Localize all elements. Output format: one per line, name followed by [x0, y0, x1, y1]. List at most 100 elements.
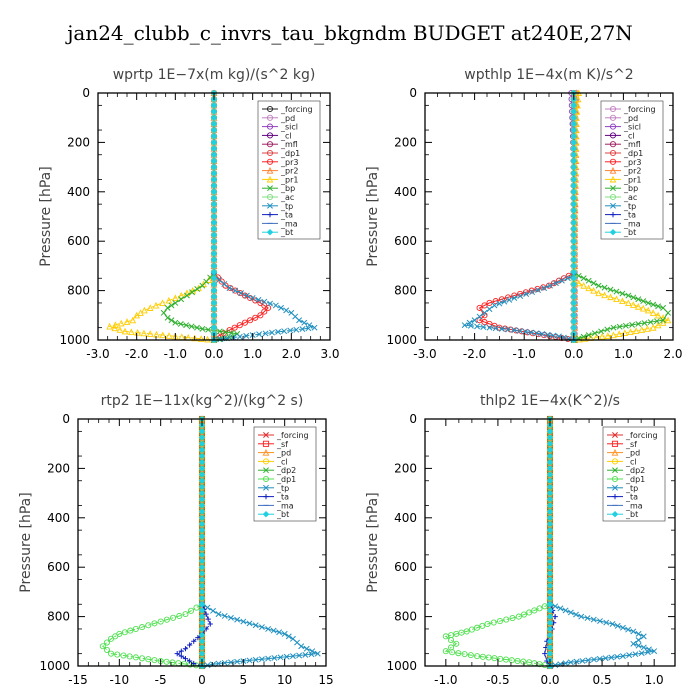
legend-marker: [262, 458, 270, 465]
series-point: [198, 434, 206, 441]
series-point: [187, 661, 194, 668]
series-point: [210, 293, 218, 301]
legend-label: _cl: [280, 131, 292, 140]
series-point: [210, 200, 218, 208]
series-point: [258, 624, 265, 631]
series-point: [498, 325, 505, 332]
series-point: [151, 657, 158, 664]
series-point: [625, 292, 632, 299]
series-point: [480, 324, 487, 330]
series-point: [218, 278, 225, 285]
series-point: [198, 520, 206, 528]
series-point: [210, 225, 218, 233]
series-point: [299, 326, 306, 333]
legend-marker: [610, 202, 616, 209]
series-point: [570, 305, 578, 313]
series-point: [535, 287, 542, 294]
series-point: [570, 213, 578, 220]
series-point: [210, 163, 218, 171]
series-point: [659, 319, 667, 326]
series-point: [198, 613, 206, 620]
series-point: [172, 294, 179, 302]
series-point: [146, 330, 154, 337]
series-point: [466, 319, 473, 326]
series-point: [163, 658, 170, 665]
series-point: [210, 145, 218, 152]
series-point: [174, 651, 180, 657]
series-point: [546, 471, 554, 478]
series-point: [139, 624, 146, 631]
series-point: [570, 237, 578, 245]
legend-marker: [263, 484, 269, 491]
series-point: [546, 539, 554, 546]
series-point: [198, 601, 206, 608]
series-point: [644, 649, 651, 656]
series-point: [232, 287, 239, 294]
series-point: [619, 624, 626, 631]
series-point: [546, 502, 554, 509]
series-point: [546, 496, 554, 503]
series-point: [505, 294, 512, 301]
series-point: [128, 328, 135, 336]
series-point: [216, 328, 223, 335]
series-point: [570, 102, 578, 109]
series-point: [546, 588, 554, 596]
x-tick-label: -0.5: [486, 673, 509, 687]
legend-marker: [609, 149, 617, 157]
y-tick-label: 1000: [59, 333, 90, 347]
y-tick-label: 1000: [39, 659, 70, 673]
series-point: [546, 613, 554, 620]
x-tick-label: -1.0: [512, 347, 535, 361]
legend-marker: [611, 448, 619, 456]
series-point: [182, 655, 189, 662]
legend-marker: [610, 185, 616, 192]
series-point: [481, 309, 488, 316]
series-point: [210, 102, 218, 109]
series-point: [269, 329, 275, 336]
series-point: [567, 659, 574, 666]
legend-label: _dp1: [280, 149, 300, 158]
series-point: [570, 312, 578, 319]
series-point: [492, 325, 499, 332]
y-tick-label: 0: [409, 412, 417, 426]
series-point: [491, 655, 498, 662]
series-point: [217, 336, 224, 343]
series-point: [198, 588, 206, 596]
series-point: [638, 326, 646, 333]
figure-suptitle: jan24_clubb_c_invrs_tau_bkgndm BUDGET at…: [65, 21, 633, 45]
series-point: [596, 655, 603, 662]
series-point: [546, 465, 554, 472]
series-point: [191, 334, 198, 342]
series-point: [120, 652, 127, 659]
y-tick-label: 0: [82, 86, 90, 100]
series-point: [210, 268, 218, 276]
legend-marker: [609, 114, 617, 121]
legend-label: _ta: [280, 211, 293, 220]
x-tick-label: 10: [277, 673, 292, 687]
series-point: [570, 188, 578, 196]
series-point: [234, 616, 241, 623]
series-point: [546, 446, 554, 454]
series-point: [210, 318, 218, 325]
series-point: [660, 304, 667, 311]
series-point: [210, 139, 218, 146]
series-point: [197, 335, 205, 342]
series-point: [585, 277, 592, 284]
y-tick-label: 0: [409, 86, 417, 100]
series-point: [570, 262, 578, 270]
series-point: [613, 295, 620, 303]
series-point: [199, 325, 206, 332]
legend-label: _mfl: [623, 140, 641, 149]
y-tick-label: 200: [394, 461, 417, 475]
series-point: [198, 502, 206, 509]
series-point: [655, 303, 662, 310]
series-point: [275, 328, 282, 335]
panel-4: thlp2 1E−4x(K^2)/s Pressure [hPa] -1.0 -0.5…: [365, 393, 676, 687]
series-point: [272, 302, 279, 309]
series-point: [222, 329, 229, 336]
series-point: [570, 293, 578, 301]
series-point: [207, 621, 213, 627]
series-point: [210, 607, 216, 614]
series-point: [228, 330, 235, 336]
